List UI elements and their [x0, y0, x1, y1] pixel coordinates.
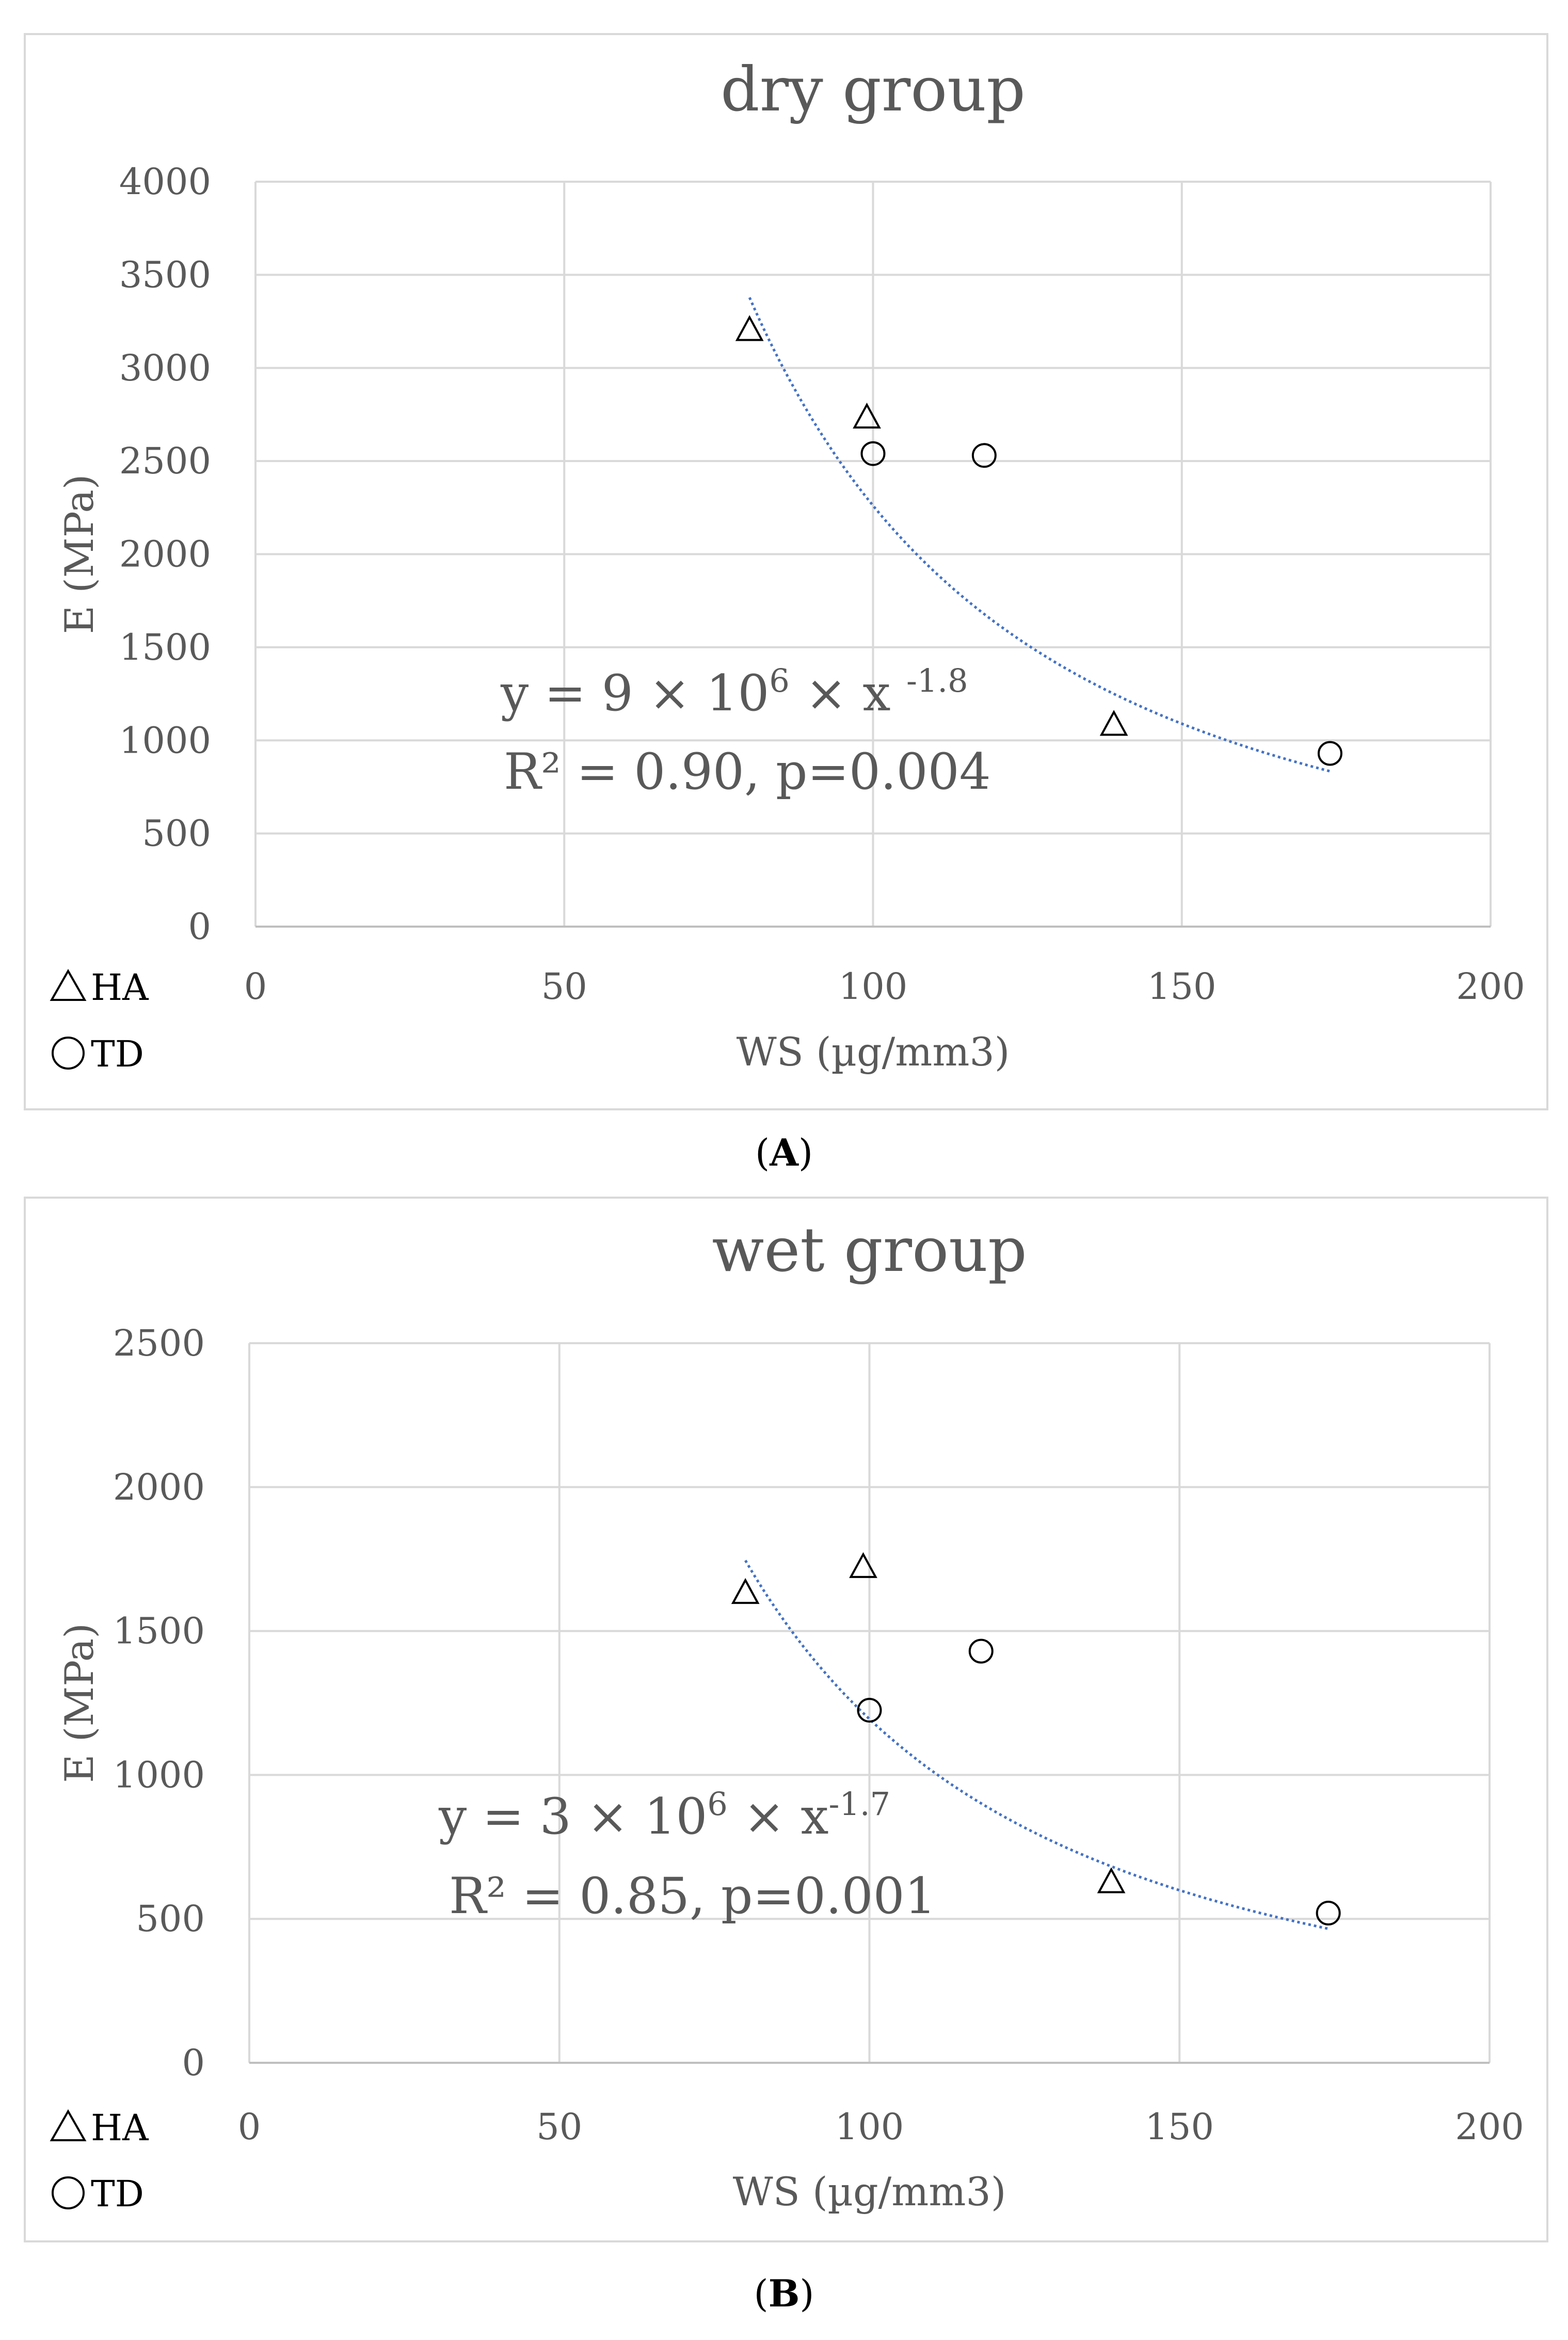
x-tick-label: 0 — [238, 2106, 261, 2148]
x-tick-label: 150 — [1145, 2106, 1214, 2148]
equation-exponent: 6 — [769, 662, 789, 699]
x-tick-label: 100 — [839, 965, 908, 1008]
chart-panel-dry: dry group 0 500 1000 1500 2000 2500 3000 3500 400… — [24, 33, 1548, 1110]
y-tick-label: 0 — [182, 2042, 205, 2084]
x-tick-label: 150 — [1147, 965, 1217, 1008]
chart-dry-group: dry group0500100015002000250030003500400… — [50, 54, 1525, 1075]
equation-text: y = 3 × 10 — [438, 1788, 707, 1845]
td-data-point — [857, 1697, 882, 1723]
equation-exponent: -1.8 — [906, 662, 968, 699]
y-tick-label: 1500 — [119, 626, 211, 668]
ha-data-point — [853, 402, 881, 429]
trendline-power-fit — [748, 297, 1331, 773]
trendline-power-fit — [744, 1559, 1329, 1930]
y-tick-label: 500 — [142, 813, 211, 855]
x-tick-label: 200 — [1455, 2106, 1524, 2148]
r-squared-annotation: R² = 0.85, p=0.001 — [449, 1867, 936, 1925]
y-tick-label: 1000 — [113, 1754, 205, 1796]
ha-data-point — [735, 315, 764, 341]
y-tick-label: 1500 — [113, 1610, 205, 1652]
legend-label: TD — [91, 1033, 144, 1075]
r-squared-annotation: R² = 0.90, p=0.004 — [504, 743, 991, 801]
legend-label: HA — [91, 966, 149, 1009]
td-data-point — [1317, 741, 1342, 766]
chart-title: dry group — [721, 54, 1026, 125]
y-tick-label: 1000 — [119, 719, 211, 761]
y-tick-label: 2000 — [113, 1466, 205, 1508]
equation-annotation: y = 3 × 106 × x-1.7 — [438, 1785, 890, 1845]
caption-a-letter: A — [770, 1131, 798, 1174]
equation-text: y = 9 × 10 — [500, 664, 769, 722]
equation-exponent: 6 — [707, 1785, 727, 1823]
caption-a: (A) — [755, 1131, 813, 1174]
caption-b: (B) — [754, 2271, 814, 2315]
equation-text: × x — [790, 664, 906, 722]
y-tick-label: 2500 — [119, 440, 211, 482]
x-tick-label: 200 — [1456, 965, 1525, 1008]
x-axis-label: WS (µg/mm3) — [737, 1029, 1010, 1075]
y-tick-label: 4000 — [119, 161, 211, 203]
equation-annotation: y = 9 × 106 × x -1.8 — [500, 662, 968, 722]
td-data-point — [1316, 1901, 1341, 1926]
x-tick-label: 100 — [835, 2106, 904, 2148]
equation-text: × x — [728, 1788, 829, 1845]
chart-wet-group: wet group 0 500 1000 1500 2000 2500 0 50 100 150 20… — [50, 1214, 1524, 2215]
x-tick-label: 0 — [244, 965, 267, 1008]
x-axis-label: WS (µg/mm3) — [733, 2169, 1006, 2215]
x-tick-label: 50 — [536, 2106, 582, 2148]
y-axis-label: E (MPa) — [56, 474, 102, 634]
chart-panel-wet: wet group 0 500 1000 1500 2000 2500 0 50 100 150 20… — [24, 1197, 1548, 2242]
y-tick-label: 500 — [136, 1898, 205, 1940]
chart-title: wet group — [712, 1214, 1027, 1285]
y-tick-label: 3000 — [119, 347, 211, 389]
legend-triangle-marker — [50, 2109, 87, 2141]
ha-data-point — [1097, 1867, 1126, 1893]
y-tick-label: 2500 — [113, 1322, 205, 1364]
legend-circle-marker — [52, 2176, 85, 2209]
legend-circle-marker — [52, 1037, 85, 1070]
caption-b-letter: B — [768, 2271, 800, 2315]
y-tick-label: 0 — [188, 905, 211, 948]
y-axis-label: E (MPa) — [56, 1623, 102, 1783]
equation-exponent: -1.7 — [828, 1785, 890, 1823]
legend-label: HA — [91, 2107, 149, 2149]
td-data-point — [860, 441, 886, 466]
td-data-point — [968, 1638, 994, 1664]
ha-data-point — [849, 1552, 877, 1578]
td-data-point — [971, 443, 997, 468]
y-tick-label: 3500 — [119, 253, 211, 296]
ha-data-point — [731, 1578, 760, 1604]
legend-triangle-marker — [50, 968, 87, 1001]
ha-data-point — [1099, 710, 1128, 736]
y-tick-label: 2000 — [119, 533, 211, 576]
legend-label: TD — [91, 2173, 144, 2215]
x-tick-label: 50 — [541, 965, 587, 1008]
